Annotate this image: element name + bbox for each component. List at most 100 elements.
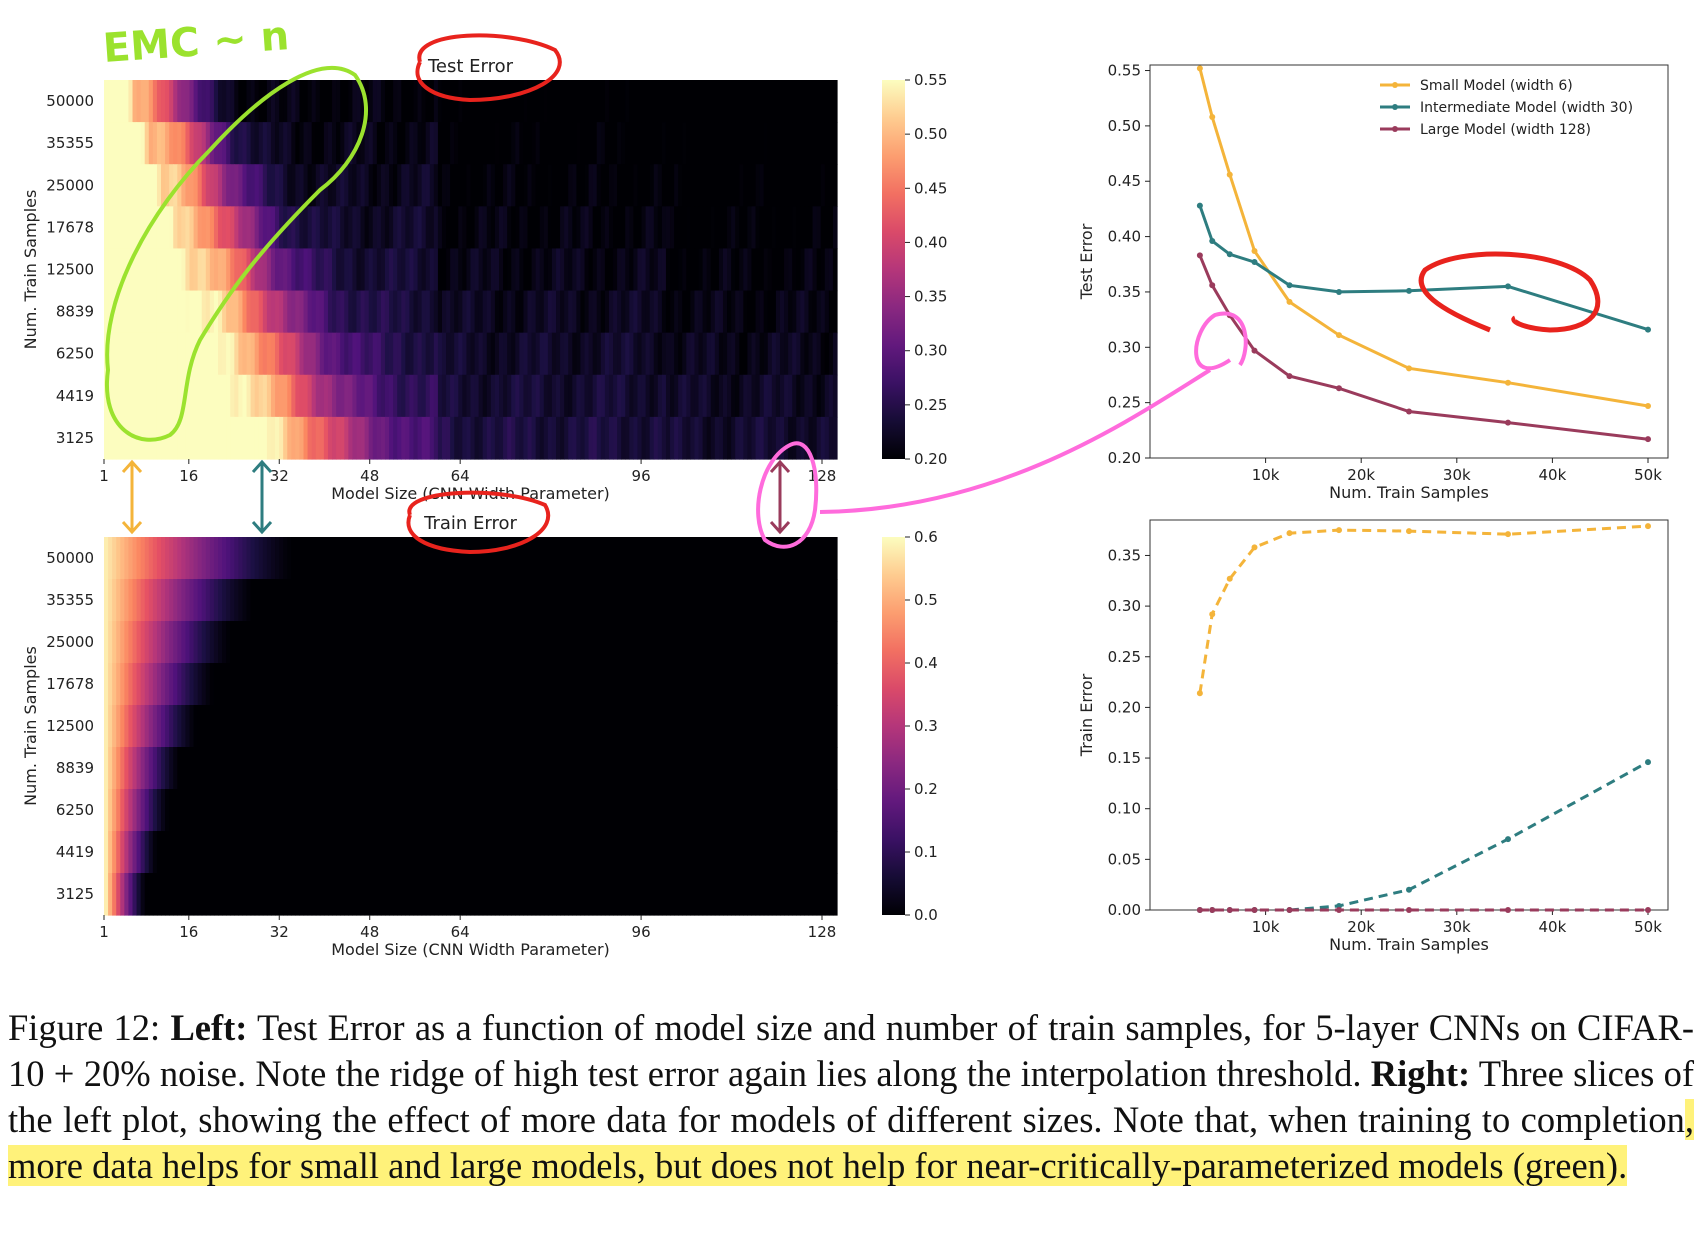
heatmap-cell <box>576 579 582 622</box>
heatmap-cell <box>323 621 329 664</box>
heatmap-cell <box>511 663 516 706</box>
y-tick-label: 12500 <box>46 717 94 735</box>
heatmap-cell <box>266 663 272 706</box>
heatmap-cell <box>462 663 468 706</box>
heatmap-cell <box>421 248 427 292</box>
heatmap-cell <box>437 705 443 748</box>
heatmap-cell <box>747 789 753 832</box>
data-point <box>1406 907 1412 913</box>
x-tick-label: 48 <box>360 467 379 485</box>
heatmap-cell <box>670 122 675 165</box>
heatmap-cell <box>173 621 178 664</box>
heatmap-cell <box>266 164 272 207</box>
heatmap-cell <box>344 290 349 334</box>
heatmap-cell <box>222 663 227 706</box>
heatmap-cell <box>763 290 769 334</box>
heatmap-cell <box>104 416 109 460</box>
data-point <box>1196 690 1203 697</box>
heatmap-cell <box>218 873 223 916</box>
heatmap-cell <box>352 332 358 376</box>
heatmap-cell <box>649 164 655 207</box>
heatmap-cell <box>242 290 248 334</box>
heatmap-cell <box>315 537 321 580</box>
heatmap-cell <box>466 332 472 376</box>
heatmap-cell <box>242 831 248 874</box>
heatmap-cell <box>584 789 590 832</box>
heatmap-cell <box>287 663 292 706</box>
heatmap-cell <box>140 747 146 790</box>
heatmap-cell <box>759 873 765 916</box>
heatmap-cell <box>568 621 573 664</box>
heatmap-cell <box>494 747 500 790</box>
heatmap-cell <box>450 705 455 748</box>
heatmap-cell <box>384 789 390 832</box>
heatmap-cell <box>283 873 288 916</box>
heatmap-cell <box>287 579 292 622</box>
heatmap-cell <box>600 663 606 706</box>
heatmap-cell <box>230 579 235 622</box>
heatmap-cell <box>751 705 757 748</box>
heatmap-cell <box>702 290 708 334</box>
heatmap-cell <box>307 332 313 376</box>
heatmap-cell <box>572 873 577 916</box>
heatmap-cell <box>291 663 296 706</box>
heatmap-cell <box>722 290 728 334</box>
heatmap-cell <box>665 831 671 874</box>
heatmap-cell <box>209 579 215 622</box>
heatmap-cell <box>527 789 533 832</box>
heatmap-cell <box>348 705 353 748</box>
heatmap-cell <box>832 122 838 165</box>
heatmap-cell <box>767 122 773 165</box>
heatmap-cell <box>336 122 341 165</box>
heatmap-cell <box>474 831 480 874</box>
heatmap-cell <box>804 290 810 334</box>
heatmap-cell <box>450 747 455 790</box>
heatmap-cell <box>694 705 700 748</box>
heatmap-cell <box>372 663 378 706</box>
heatmap-cell <box>486 80 492 123</box>
heatmap-cell <box>808 537 814 580</box>
heatmap-cell <box>279 579 284 622</box>
heatmap-cell <box>270 747 276 790</box>
heatmap-cell <box>706 164 712 207</box>
heatmap-cell <box>116 290 121 334</box>
heatmap-cell <box>315 80 321 123</box>
heatmap-cell <box>653 579 659 622</box>
heatmap-cell <box>641 332 647 376</box>
heatmap-cell <box>820 831 826 874</box>
heatmap-cell <box>519 290 525 334</box>
heatmap-cell <box>779 747 785 790</box>
heatmap-cell <box>747 164 753 207</box>
heatmap-cell <box>295 248 301 292</box>
heatmap-cell <box>234 831 239 874</box>
heatmap-cell <box>739 579 744 622</box>
heatmap-cell <box>303 80 309 123</box>
heatmap-cell <box>336 416 341 460</box>
heatmap-cell <box>462 831 468 874</box>
heatmap-cell <box>437 332 443 376</box>
heatmap-cell <box>767 206 773 250</box>
heatmap-cell <box>441 621 447 664</box>
heatmap-cell <box>336 290 341 334</box>
heatmap-cell <box>824 374 830 418</box>
heatmap-cell <box>262 206 268 250</box>
heatmap-cell <box>706 332 712 376</box>
heatmap-cell <box>279 831 284 874</box>
heatmap-cell <box>437 663 443 706</box>
heatmap-cell <box>698 873 704 916</box>
heatmap-cell <box>372 537 378 580</box>
heatmap-cell <box>755 206 761 250</box>
heatmap-cell <box>421 206 427 250</box>
heatmap-cell <box>519 747 525 790</box>
heatmap-cell <box>441 374 447 418</box>
heatmap-cell <box>531 290 537 334</box>
heatmap-cell <box>800 122 806 165</box>
heatmap-cell <box>112 332 117 376</box>
heatmap-cell <box>702 248 708 292</box>
heatmap-cell <box>515 621 520 664</box>
heatmap-cell <box>653 332 659 376</box>
heatmap-cell <box>458 80 463 123</box>
heatmap-cell <box>718 290 724 334</box>
heatmap-cell <box>307 831 313 874</box>
heatmap-cell <box>144 873 150 916</box>
